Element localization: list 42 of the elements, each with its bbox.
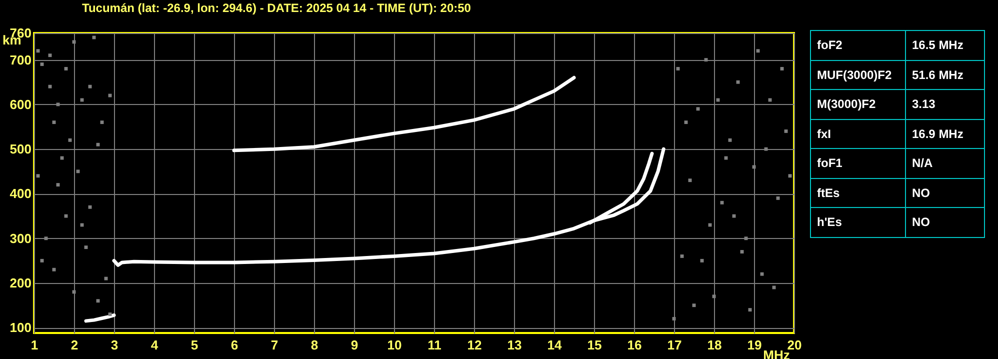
x-tick-label: 8 (310, 338, 318, 352)
text: N/A (906, 148, 984, 178)
x-tick-label: 5 (190, 338, 198, 352)
y-tick-label: 700 (10, 52, 32, 68)
x-tick-label: 17 (667, 338, 682, 352)
text: foF2 (810, 30, 906, 60)
text: h'Es (810, 208, 906, 237)
text: 16.5 MHz (906, 30, 984, 60)
x-tick-label: 10 (387, 338, 402, 352)
x-tick-label: 2 (70, 338, 78, 352)
y-tick-label: 400 (10, 186, 32, 202)
text: 3.13 (906, 90, 984, 119)
chart-title: Tucumán (lat: -26.9, lon: 294.6) - DATE: 2025 04 14 - TIME (UT): 20:50 (82, 1, 472, 15)
x-tick-label: 18 (707, 338, 722, 352)
text: fxI (810, 119, 906, 148)
x-tick-label: 1 (30, 338, 38, 352)
x-tick-label: 16 (627, 338, 642, 352)
x-tick-label: 11 (428, 338, 442, 352)
x-tick-label: 14 (547, 338, 562, 352)
x-tick-label: 15 (587, 338, 602, 352)
x-tick-label: 20 (787, 338, 802, 352)
text: NO (906, 178, 984, 208)
text: NO (906, 208, 984, 237)
x-tick-label: 13 (507, 338, 522, 352)
text: M(3000)F2 (810, 90, 906, 119)
text: foF1 (810, 148, 906, 178)
y-tick-label: 200 (10, 276, 32, 290)
x-tick-label: 4 (150, 338, 159, 352)
text: 16.9 MHz (906, 119, 984, 148)
x-tick-label: 12 (467, 338, 482, 352)
x-tick-label: 3 (110, 338, 118, 352)
x-tick-label: 19 (747, 338, 762, 352)
y-tick-label: 300 (10, 230, 32, 246)
y-tick-label: 600 (10, 96, 32, 112)
y-tick-label: 100 (10, 320, 32, 336)
text: MUF(3000)F2 (810, 60, 906, 90)
x-tick-label: 7 (270, 338, 278, 352)
y-tick-label: 500 (10, 142, 32, 157)
x-tick-label: 9 (350, 338, 358, 352)
text: 51.6 MHz (906, 60, 984, 90)
x-tick-label: 6 (230, 338, 238, 352)
text: ftEs (810, 178, 906, 208)
